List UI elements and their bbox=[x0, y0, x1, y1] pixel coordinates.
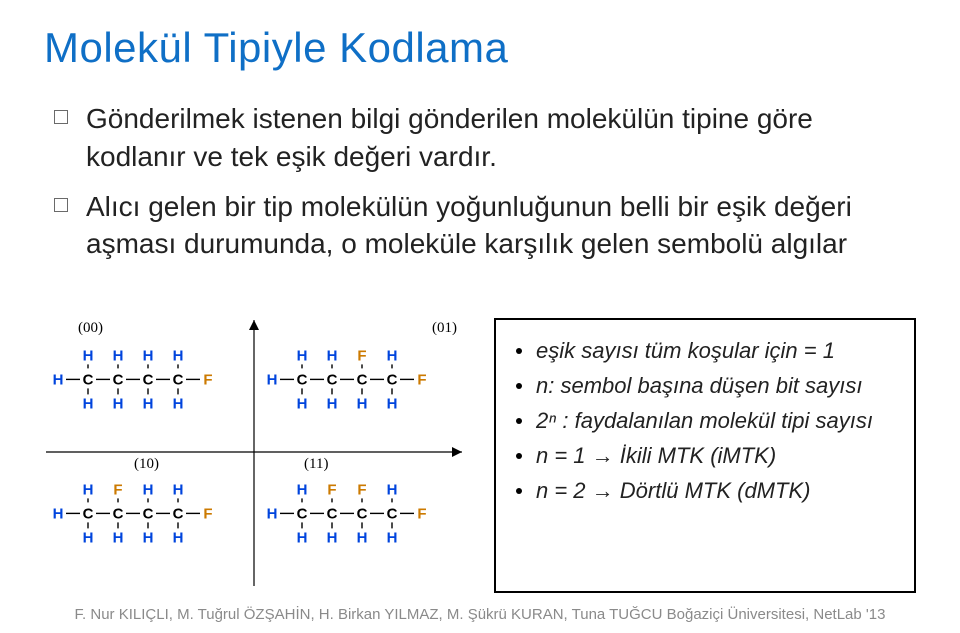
svg-text:F: F bbox=[417, 371, 426, 388]
info-item: eşik sayısı tüm koşular için = 1 bbox=[516, 336, 896, 365]
svg-text:C: C bbox=[173, 371, 184, 388]
svg-text:C: C bbox=[387, 505, 398, 522]
svg-text:(11): (11) bbox=[304, 456, 328, 472]
svg-text:H: H bbox=[113, 395, 124, 412]
slide-footer: F. Nur KILIÇLI, M. Tuğrul ÖZŞAHİN, H. Bi… bbox=[0, 606, 960, 623]
svg-text:(01): (01) bbox=[432, 320, 457, 336]
dot-icon bbox=[516, 418, 522, 424]
svg-text:(10): (10) bbox=[134, 456, 159, 472]
svg-text:F: F bbox=[357, 481, 366, 498]
bullet-box-icon bbox=[54, 198, 68, 212]
svg-text:H: H bbox=[297, 347, 308, 364]
svg-text:H: H bbox=[173, 347, 184, 364]
bullet-item: Gönderilmek istenen bilgi gönderilen mol… bbox=[54, 100, 916, 176]
info-item: 2ⁿ : faydalanılan molekül tipi sayısı bbox=[516, 406, 896, 435]
svg-text:(00): (00) bbox=[78, 320, 103, 336]
svg-text:H: H bbox=[327, 529, 338, 546]
svg-text:H: H bbox=[53, 505, 64, 522]
svg-text:H: H bbox=[297, 481, 308, 498]
svg-text:H: H bbox=[357, 529, 368, 546]
svg-text:H: H bbox=[267, 371, 278, 388]
svg-text:H: H bbox=[387, 481, 398, 498]
svg-text:H: H bbox=[357, 395, 368, 412]
svg-text:H: H bbox=[387, 347, 398, 364]
svg-text:F: F bbox=[357, 347, 366, 364]
info-item: n = 1 → İkili MTK (iMTK) bbox=[516, 441, 896, 470]
svg-text:H: H bbox=[173, 529, 184, 546]
svg-text:H: H bbox=[387, 395, 398, 412]
svg-text:F: F bbox=[203, 505, 212, 522]
bullet-text: Gönderilmek istenen bilgi gönderilen mol… bbox=[86, 100, 916, 176]
svg-text:H: H bbox=[297, 395, 308, 412]
molecule-figure: (00)(01)(10)(11)HCCCCFHHHHHHHHHCCCCFHHHH… bbox=[44, 318, 464, 593]
svg-text:C: C bbox=[357, 505, 368, 522]
svg-text:C: C bbox=[327, 371, 338, 388]
svg-text:F: F bbox=[203, 371, 212, 388]
dot-icon bbox=[516, 488, 522, 494]
dot-icon bbox=[516, 453, 522, 459]
svg-text:H: H bbox=[327, 395, 338, 412]
svg-text:H: H bbox=[143, 395, 154, 412]
svg-text:C: C bbox=[297, 505, 308, 522]
svg-text:H: H bbox=[83, 347, 94, 364]
svg-text:C: C bbox=[143, 505, 154, 522]
svg-text:C: C bbox=[357, 371, 368, 388]
svg-text:H: H bbox=[173, 395, 184, 412]
svg-text:C: C bbox=[387, 371, 398, 388]
svg-text:C: C bbox=[327, 505, 338, 522]
svg-text:F: F bbox=[113, 481, 122, 498]
svg-text:C: C bbox=[83, 371, 94, 388]
svg-text:H: H bbox=[173, 481, 184, 498]
svg-text:C: C bbox=[297, 371, 308, 388]
svg-text:H: H bbox=[327, 347, 338, 364]
svg-text:H: H bbox=[143, 529, 154, 546]
info-box: eşik sayısı tüm koşular için = 1 n: semb… bbox=[494, 318, 916, 593]
svg-text:F: F bbox=[417, 505, 426, 522]
svg-text:H: H bbox=[143, 347, 154, 364]
svg-text:H: H bbox=[267, 505, 278, 522]
svg-text:H: H bbox=[297, 529, 308, 546]
svg-text:H: H bbox=[113, 347, 124, 364]
dot-icon bbox=[516, 348, 522, 354]
svg-text:C: C bbox=[113, 371, 124, 388]
info-item: n = 2 → Dörtlü MTK (dMTK) bbox=[516, 476, 896, 505]
svg-text:H: H bbox=[387, 529, 398, 546]
svg-text:H: H bbox=[53, 371, 64, 388]
svg-text:H: H bbox=[83, 395, 94, 412]
svg-text:F: F bbox=[327, 481, 336, 498]
bullet-box-icon bbox=[54, 110, 68, 124]
slide-title: Molekül Tipiyle Kodlama bbox=[44, 24, 916, 72]
bullet-item: Alıcı gelen bir tip molekülün yoğunluğun… bbox=[54, 188, 916, 264]
bullet-text: Alıcı gelen bir tip molekülün yoğunluğun… bbox=[86, 188, 916, 264]
svg-text:H: H bbox=[83, 529, 94, 546]
svg-text:C: C bbox=[113, 505, 124, 522]
info-item: n: sembol başına düşen bit sayısı bbox=[516, 371, 896, 400]
svg-text:C: C bbox=[83, 505, 94, 522]
svg-text:H: H bbox=[113, 529, 124, 546]
svg-text:C: C bbox=[173, 505, 184, 522]
svg-text:H: H bbox=[83, 481, 94, 498]
svg-text:C: C bbox=[143, 371, 154, 388]
svg-text:H: H bbox=[143, 481, 154, 498]
dot-icon bbox=[516, 383, 522, 389]
